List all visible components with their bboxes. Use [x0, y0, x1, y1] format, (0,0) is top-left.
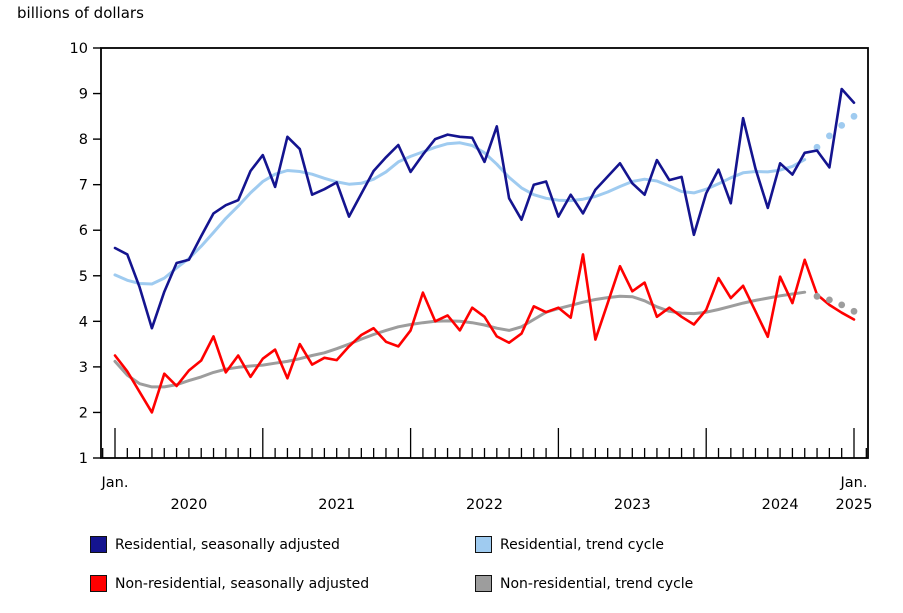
y-tick-label: 6: [79, 223, 88, 239]
chart-title: billions of dollars: [17, 4, 144, 22]
y-tick-label: 7: [79, 178, 88, 194]
y-tick-label: 1: [79, 451, 88, 467]
series-residential-trend-line: [113, 141, 807, 286]
y-tick-label: 9: [79, 87, 88, 103]
series-non-residential-trend-dot: [813, 292, 821, 300]
non-residential-sa-swatch-icon: [90, 575, 107, 592]
series-non-residential-trend-line: [113, 290, 807, 389]
residential-trend-swatch-icon: [475, 536, 492, 553]
series-non-residential-trend-dot: [850, 307, 858, 315]
series-residential-trend-dot: [813, 143, 821, 151]
y-tick-label: 2: [79, 405, 88, 421]
legend-label: Non-residential, trend cycle: [500, 575, 694, 592]
legend-label: Residential, trend cycle: [500, 536, 664, 553]
x-label-year-2025: 2025: [836, 497, 873, 513]
series-non-residential-trend-dot: [838, 301, 846, 309]
series-residential-sa-line: [113, 87, 856, 330]
x-label-year: 2023: [614, 497, 651, 513]
series-non-residential-sa-line: [113, 253, 856, 414]
legend-item-residential-trend: Residential, trend cycle: [475, 536, 664, 553]
x-label-year: 2024: [762, 497, 799, 513]
non-residential-trend-swatch-icon: [475, 575, 492, 592]
series-residential-trend-dot: [850, 112, 858, 120]
series-residential-trend-dot: [838, 122, 846, 129]
x-label-year: 2020: [170, 497, 207, 513]
x-label-jan-right: Jan.: [840, 475, 868, 491]
x-label-year: 2021: [318, 497, 355, 513]
legend-label: Residential, seasonally adjusted: [115, 536, 340, 553]
legend-label: Non-residential, seasonally adjusted: [115, 575, 370, 592]
legend-item-non-residential-sa: Non-residential, seasonally adjusted: [90, 575, 369, 592]
series-non-residential-trend-dot: [826, 296, 833, 304]
y-tick-label: 10: [70, 41, 88, 57]
y-tick-label: 8: [79, 132, 88, 148]
legend-item-non-residential-trend: Non-residential, trend cycle: [475, 575, 693, 592]
series-residential-trend-dot: [826, 132, 833, 140]
y-tick-label: 5: [79, 269, 88, 285]
legend-item-residential-sa: Residential, seasonally adjusted: [90, 536, 340, 553]
x-label-year: 2022: [466, 497, 503, 513]
x-label-jan-left: Jan.: [101, 475, 129, 491]
permits-line-chart: 1 2 3 4 5 6 7 8 9 10 Jan. 2020 2021 2022 2023 2024 Jan. 2…: [70, 41, 873, 513]
y-tick-label: 3: [79, 360, 88, 376]
plot-frame: [100, 47, 869, 459]
y-tick-label: 4: [79, 314, 88, 330]
residential-sa-swatch-icon: [90, 536, 107, 553]
